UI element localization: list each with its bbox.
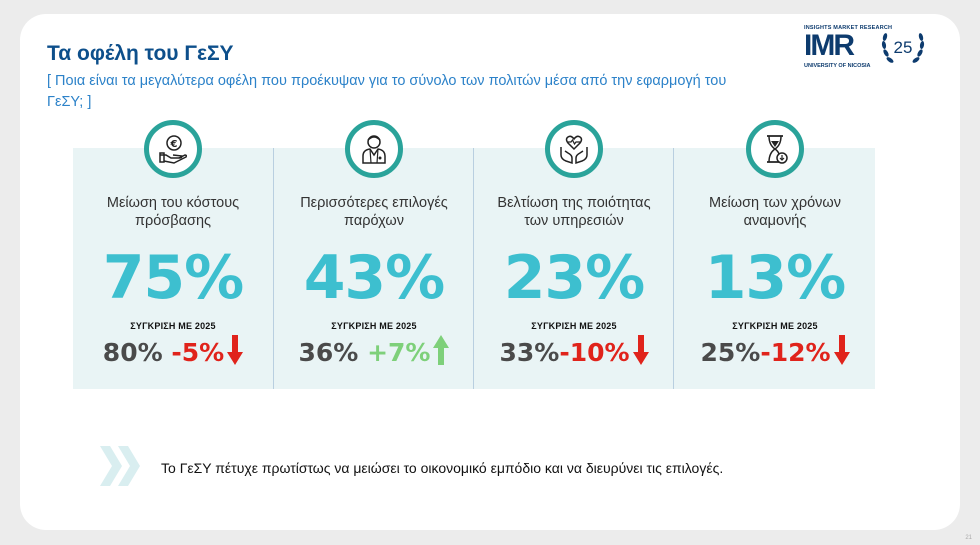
panel-label: Μείωση των χρόνων αναμονής: [709, 195, 841, 229]
page-title: Τα οφέλη του ΓεΣΥ: [47, 42, 234, 65]
care-hands-heart-icon: [560, 135, 588, 165]
logo-brand: IMR: [804, 29, 855, 62]
benefit-panel-providers: Περισσότερες επιλογές παρόχων 43% ΣΥΓΚΡΙ…: [273, 120, 474, 389]
doctor-icon: [362, 135, 386, 164]
compare-label: ΣΥΓΚΡΙΣΗ ΜΕ 2025: [732, 321, 818, 331]
panel-value: 43%: [303, 243, 446, 313]
panel-value: 75%: [102, 243, 245, 313]
page-number: 21: [965, 535, 972, 541]
icon-badge: [746, 120, 804, 178]
icon-badge: [545, 120, 603, 178]
imr-logo: INSIGHTS MARKET RESEARCH IMR UNIVERSITY …: [804, 25, 925, 75]
delta-value: -12%: [760, 338, 831, 367]
arrow-down-icon: [227, 335, 244, 365]
panel-value: 23%: [503, 243, 646, 313]
compare-label: ΣΥΓΚΡΙΣΗ ΜΕ 2025: [531, 321, 617, 331]
footer-conclusion: Το ΓεΣΥ πέτυχε πρωτίστως να μειώσει το ο…: [161, 460, 724, 476]
panel-value: 13%: [704, 243, 847, 313]
benefit-panel-quality: Βελτίωση της ποιότητας των υπηρεσιών 23%…: [473, 120, 674, 389]
icon-badge: [345, 120, 403, 178]
panel-label: Μείωση του κόστους πρόσβασης: [106, 195, 240, 229]
logo-top-text: INSIGHTS MARKET RESEARCH: [804, 25, 893, 31]
delta-value: -5%: [171, 338, 225, 367]
delta-value: -10%: [559, 338, 630, 367]
benefit-panel-cost: € Μείωση του κόστους πρόσβασης 75% ΣΥΓΚΡ…: [73, 120, 273, 389]
benefit-panel-waiting: Μείωση των χρόνων αναμονής 13% ΣΥΓΚΡΙΣΗ …: [673, 120, 876, 389]
hourglass-icon: [767, 135, 788, 164]
double-chevron-right-icon: [100, 446, 140, 486]
previous-value: 80%: [102, 338, 163, 367]
compare-row: 33%-10%: [474, 335, 674, 370]
panel-label: Βελτίωση της ποιότητας των υπηρεσιών: [497, 195, 651, 229]
page-subtitle: [ Ποια είναι τα μεγαλύτερα οφέλη που προ…: [47, 73, 727, 110]
arrow-up-icon: [433, 335, 450, 365]
benefits-panels: € Μείωση του κόστους πρόσβασης 75% ΣΥΓΚΡ…: [73, 120, 876, 389]
compare-label: ΣΥΓΚΡΙΣΗ ΜΕ 2025: [130, 321, 216, 331]
svg-text:€: €: [170, 139, 178, 150]
compare-label: ΣΥΓΚΡΙΣΗ ΜΕ 2025: [331, 321, 417, 331]
arrow-down-icon: [632, 335, 649, 365]
previous-value: 36%: [298, 338, 359, 367]
compare-row: 25%-12%: [674, 335, 876, 370]
logo-anniversary: 25: [894, 38, 913, 57]
euro-hand-icon: €: [159, 135, 188, 164]
compare-row: 80% -5%: [73, 335, 273, 370]
icon-badge: €: [144, 120, 202, 178]
panel-label: Περισσότερες επιλογές παρόχων: [300, 195, 448, 229]
compare-row: 36% +7%: [274, 335, 474, 370]
previous-value: 33%: [499, 338, 560, 367]
previous-value: 25%: [700, 338, 761, 367]
laurel-wreath-icon: 25: [881, 33, 925, 63]
arrow-down-icon: [833, 335, 850, 365]
logo-university: UNIVERSITY OF NICOSIA: [804, 63, 871, 69]
delta-value: +7%: [367, 338, 431, 367]
